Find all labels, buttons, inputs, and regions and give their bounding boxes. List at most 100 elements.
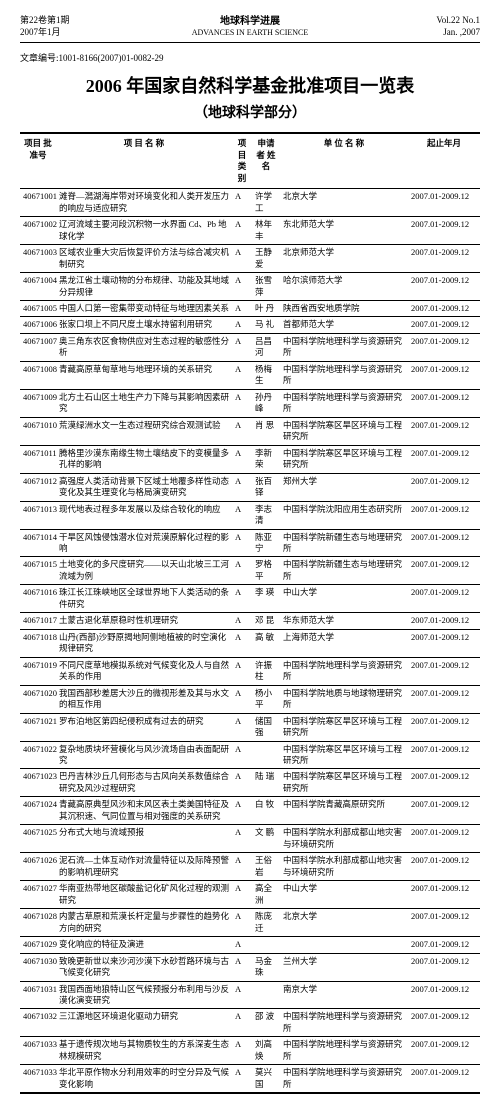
cell-type: A: [232, 937, 252, 953]
table-row: 40671004黑龙江省土壤动物的分布规律、功能及其地域分异规律A张雪萍哈尔滨师…: [20, 273, 480, 301]
cell-id: 40671022: [20, 741, 56, 769]
cell-date: 2007.01-2009.12: [408, 769, 480, 797]
cell-applicant: 文 鹏: [252, 825, 280, 853]
cell-date: 2007.01-2009.12: [408, 685, 480, 713]
cell-org: 哈尔滨师范大学: [280, 273, 408, 301]
cell-org: 中国科学院水利部成都山地灾害与环境研究所: [280, 825, 408, 853]
table-row: 40671014干旱区风蚀侵蚀潜水位对荒漠原解化过程的影响A陈亚宁中国科学院新疆…: [20, 529, 480, 557]
cell-id: 40671016: [20, 585, 56, 613]
cell-name: 青藏高原典型风沙和末风区表土类美国特征及其沉积速、气同位置与相对强度的关系研究: [56, 797, 232, 825]
cell-type: A: [232, 245, 252, 273]
cell-id: 40671002: [20, 217, 56, 245]
col-header-name: 项 目 名 称: [56, 133, 232, 188]
cell-date: 2007.01-2009.12: [408, 529, 480, 557]
page-title: 2006 年国家自然科学基金批准项目一览表: [20, 72, 480, 98]
cell-date: 2007.01-2009.12: [408, 741, 480, 769]
cell-date: 2007.01-2009.12: [408, 585, 480, 613]
cell-date: 2007.01-2009.12: [408, 273, 480, 301]
cell-applicant: [252, 741, 280, 769]
cell-org: 中国科学院寒区旱区环境与工程研究所: [280, 445, 408, 473]
cell-name: 三江源地区环境退化驱动力研究: [56, 1009, 232, 1037]
cell-org: 中国科学院青藏高原研究所: [280, 797, 408, 825]
cell-id: 40671032: [20, 1009, 56, 1037]
cell-org: 中国科学院寒区旱区环境与工程研究所: [280, 741, 408, 769]
article-id: 文章编号:1001-8166(2007)01-0082-29: [20, 51, 480, 64]
table-row: 40671016珠江长江珠峡地区全球世界地下人类活动的条件研究A李 瑛中山大学2…: [20, 585, 480, 613]
cell-applicant: 许振柱: [252, 657, 280, 685]
cell-applicant: 王俗岩: [252, 853, 280, 881]
cell-id: 40671007: [20, 333, 56, 361]
cell-type: A: [232, 685, 252, 713]
cell-name: 北方土石山区土地生产力下降与其影响因素研究: [56, 389, 232, 417]
cell-date: 2007.01-2009.12: [408, 245, 480, 273]
table-row: 40671033华北平原作物水分利用效率的时空分异及气候变化影响A莫兴国中国科学…: [20, 1065, 480, 1093]
cell-org: 北京大学: [280, 189, 408, 217]
cell-org: 中国科学院寒区旱区环境与工程研究所: [280, 713, 408, 741]
cell-org: 中国科学院寒区旱区环境与工程研究所: [280, 769, 408, 797]
cell-date: 2007.01-2009.12: [408, 937, 480, 953]
cell-id: 40671019: [20, 657, 56, 685]
cell-org: 兰州大学: [280, 953, 408, 981]
table-row: 40671022复杂地质块坏营模化与风沙流场自由表面配研究A中国科学院寒区旱区环…: [20, 741, 480, 769]
table-row: 40671007奥三角东农区食物供应对生态过程的敏感性分析A吕昌河中国科学院地理…: [20, 333, 480, 361]
cell-id: 40671009: [20, 389, 56, 417]
cell-id: 40671018: [20, 629, 56, 657]
cell-applicant: 李新荣: [252, 445, 280, 473]
cell-name: 山丹(西部)沙野原揭地阿侧地植被的时空演化规律研究: [56, 629, 232, 657]
cell-name: 变化响应的特征及演进: [56, 937, 232, 953]
cell-type: A: [232, 529, 252, 557]
cell-type: A: [232, 473, 252, 501]
table-row: 40671028内蒙古草原和荒漠长杆定量与步骤性的趋势化方向的研究A陈庞迁北京大…: [20, 909, 480, 937]
cell-name: 高强度人类活动背景下区域土地覆多样性动态变化及其生理变化与格局演变研究: [56, 473, 232, 501]
cell-org: 首都师范大学: [280, 317, 408, 333]
journal-name-cn: 地球科学进展: [110, 15, 390, 28]
table-row: 40671018山丹(西部)沙野原揭地阿侧地植被的时空演化规律研究A高 敏上海师…: [20, 629, 480, 657]
table-row: 40671015土地变化的多尺度研究——以天山北坡三工河流域为例A罗格平中国科学…: [20, 557, 480, 585]
cell-type: A: [232, 613, 252, 629]
cell-date: 2007.01-2009.12: [408, 657, 480, 685]
cell-id: 40671023: [20, 769, 56, 797]
cell-name: 奥三角东农区食物供应对生态过程的敏感性分析: [56, 333, 232, 361]
cell-id: 40671008: [20, 361, 56, 389]
cell-date: 2007.01-2009.12: [408, 909, 480, 937]
projects-table: 项目 批准号 项 目 名 称 项目 类别 申请者 姓 名 单 位 名 称 起止年…: [20, 132, 480, 1094]
cell-date: 2007.01-2009.12: [408, 445, 480, 473]
cell-org: 南京大学: [280, 981, 408, 1009]
cell-id: 40671024: [20, 797, 56, 825]
cell-org: 中山大学: [280, 881, 408, 909]
cell-type: A: [232, 389, 252, 417]
cell-id: 40671003: [20, 245, 56, 273]
cell-type: A: [232, 557, 252, 585]
cell-date: 2007.01-2009.12: [408, 189, 480, 217]
cell-type: A: [232, 797, 252, 825]
cell-type: A: [232, 445, 252, 473]
cell-org: 东北师范大学: [280, 217, 408, 245]
cell-applicant: 莫兴国: [252, 1065, 280, 1093]
cell-org: 中国科学院地理科学与资源研究所: [280, 657, 408, 685]
cell-date: 2007.01-2009.12: [408, 797, 480, 825]
cell-applicant: 杨梅生: [252, 361, 280, 389]
cell-name: 泥石流—土体互动作对流量特征以及际降预警的影响机理研究: [56, 853, 232, 881]
cell-id: 40671028: [20, 909, 56, 937]
col-header-applicant: 申请者 姓 名: [252, 133, 280, 188]
table-row: 40671027华南亚热带地区碳酸盐记化矿风化过程的观测研究A高全洲中山大学20…: [20, 881, 480, 909]
cell-name: 土地变化的多尺度研究——以天山北坡三工河流域为例: [56, 557, 232, 585]
cell-date: 2007.01-2009.12: [408, 713, 480, 741]
cell-type: A: [232, 825, 252, 853]
cell-id: 40671031: [20, 981, 56, 1009]
table-header-row: 项目 批准号 项 目 名 称 项目 类别 申请者 姓 名 单 位 名 称 起止年…: [20, 133, 480, 188]
cell-name: 基于遗传规次地与其物质牧生的方系深麦生态林规模研究: [56, 1037, 232, 1065]
cell-date: 2007.01-2009.12: [408, 613, 480, 629]
cell-name: 分布式大地与流域预报: [56, 825, 232, 853]
cell-applicant: 李志清: [252, 501, 280, 529]
cell-org: 中国科学院地质与地球物理研究所: [280, 685, 408, 713]
table-row: 40671005中国人口第一密集带变动特征与地理因素关系A叶 丹陕西省西安地质学…: [20, 301, 480, 317]
cell-name: 滩脊—澙湖海岸带对环境变化和人类开发压力的响应与适应研究: [56, 189, 232, 217]
cell-type: A: [232, 853, 252, 881]
table-row: 40671013现代地表过程多年发展以及综合较化的响应A李志清中国科学院沈阳应用…: [20, 501, 480, 529]
cell-applicant: 叶 丹: [252, 301, 280, 317]
cell-org: 上海师范大学: [280, 629, 408, 657]
cell-org: 华东师范大学: [280, 613, 408, 629]
table-row: 40671009北方土石山区土地生产力下降与其影响因素研究A孙丹峰中国科学院地理…: [20, 389, 480, 417]
cell-applicant: 吕昌河: [252, 333, 280, 361]
